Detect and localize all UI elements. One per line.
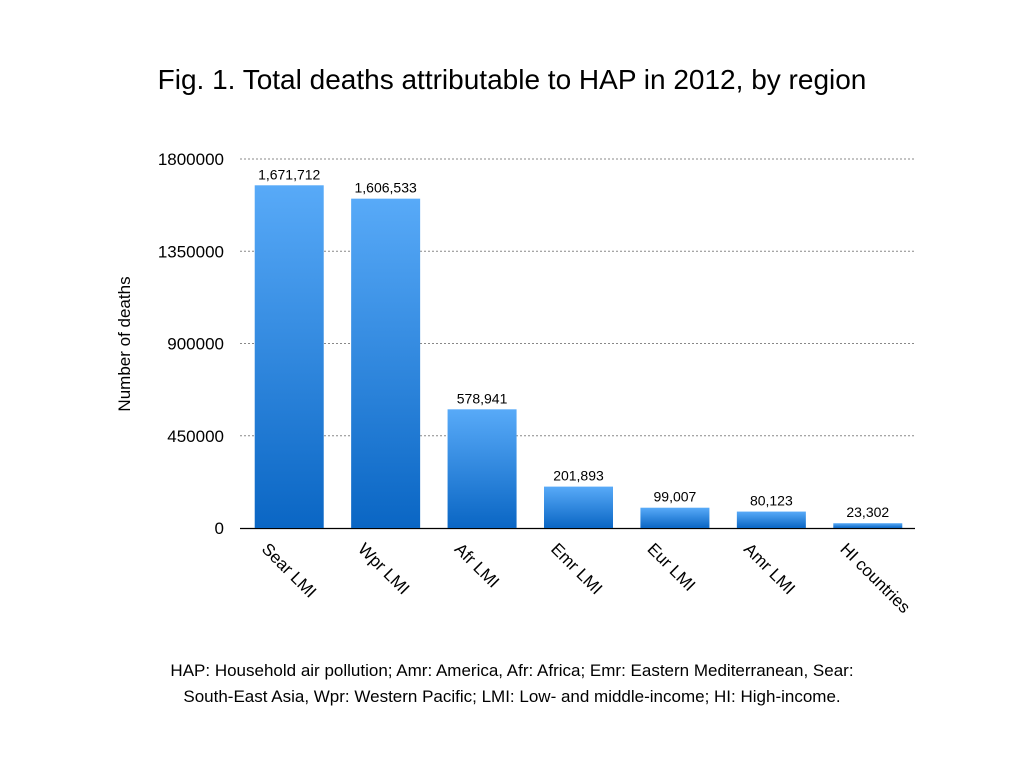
data-label: 80,123 — [750, 493, 793, 509]
y-tick-label: 450000 — [167, 427, 224, 446]
bar — [254, 185, 324, 528]
y-tick-label: 1800000 — [158, 150, 224, 169]
bar — [544, 486, 613, 528]
x-tick-label: Wpr LMI — [354, 539, 413, 598]
data-label: 1,606,533 — [354, 180, 416, 196]
x-tick-label: HI countries — [836, 539, 914, 617]
y-tick-label: 1350000 — [158, 242, 224, 261]
x-tick-label: Sear LMI — [258, 539, 320, 601]
data-label: 578,941 — [457, 390, 508, 406]
y-axis-label: Number of deaths — [115, 276, 134, 411]
caption-line: South-East Asia, Wpr: Western Pacific; L… — [183, 687, 841, 706]
y-tick-label: 900000 — [167, 335, 224, 354]
bar — [351, 198, 421, 528]
x-tick-label: Eur LMI — [644, 539, 700, 595]
data-label: 1,671,712 — [258, 166, 320, 182]
data-label: 23,302 — [846, 504, 889, 520]
caption-line: HAP: Household air pollution; Amr: Ameri… — [170, 661, 854, 680]
bar — [833, 523, 903, 528]
y-tick-label: 0 — [215, 519, 224, 538]
bar — [447, 409, 517, 528]
bar — [640, 507, 710, 528]
chart-title: Fig. 1. Total deaths attributable to HAP… — [157, 64, 867, 95]
x-tick-label: Amr LMI — [740, 539, 799, 598]
caption: HAP: Household air pollution; Amr: Ameri… — [0, 658, 1024, 710]
data-label: 201,893 — [553, 468, 604, 484]
bar — [736, 511, 806, 528]
x-tick-label: Afr LMI — [451, 539, 503, 591]
x-tick-label: Emr LMI — [547, 539, 606, 598]
data-label: 99,007 — [654, 489, 697, 505]
